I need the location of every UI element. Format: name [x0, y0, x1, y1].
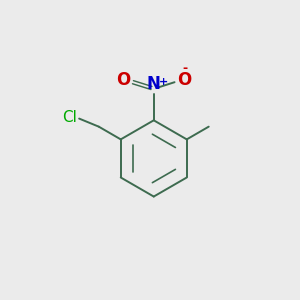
Text: -: -	[183, 62, 188, 75]
Text: O: O	[116, 71, 130, 89]
Text: O: O	[177, 71, 191, 89]
Text: Cl: Cl	[62, 110, 77, 125]
Text: +: +	[159, 77, 168, 87]
Text: N: N	[147, 75, 161, 93]
